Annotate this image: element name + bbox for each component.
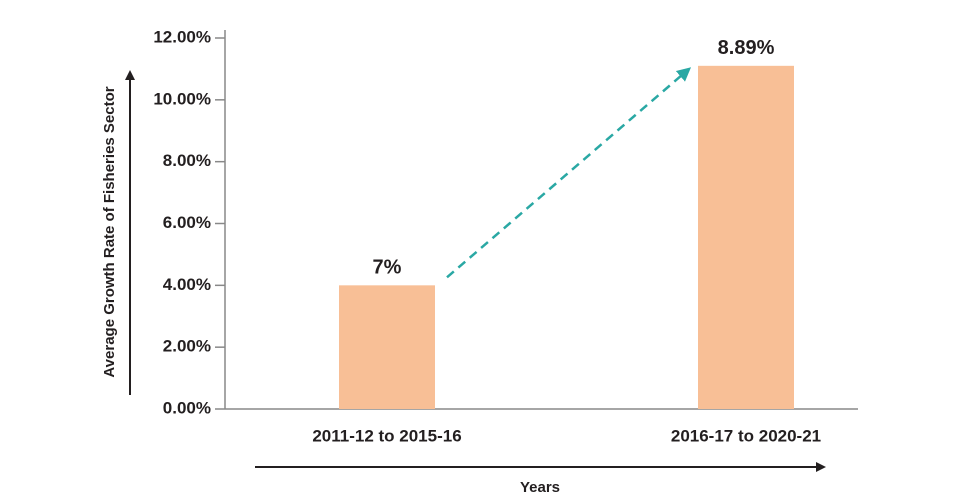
y-tick-label: 6.00% — [163, 213, 211, 232]
bar — [339, 285, 435, 409]
y-tick-label: 12.00% — [153, 27, 211, 46]
data-annotation: 8.89% — [718, 37, 775, 59]
x-axis-title: Years — [520, 479, 560, 496]
x-tick-label: 2011-12 to 2015-16 — [312, 426, 461, 445]
y-tick-label: 8.00% — [163, 151, 211, 170]
trend-arrow — [446, 67, 692, 279]
y-tick-label: 0.00% — [163, 398, 211, 417]
y-tick-label: 4.00% — [163, 275, 211, 294]
y-tick-label: 2.00% — [163, 337, 211, 356]
data-annotation: 7% — [373, 257, 402, 279]
bar — [698, 65, 794, 409]
y-axis-title: Average Growth Rate of Fisheries Sector — [101, 86, 118, 377]
x-tick-label: 2016-17 to 2020-21 — [671, 426, 821, 445]
y-tick-label: 10.00% — [153, 89, 211, 108]
